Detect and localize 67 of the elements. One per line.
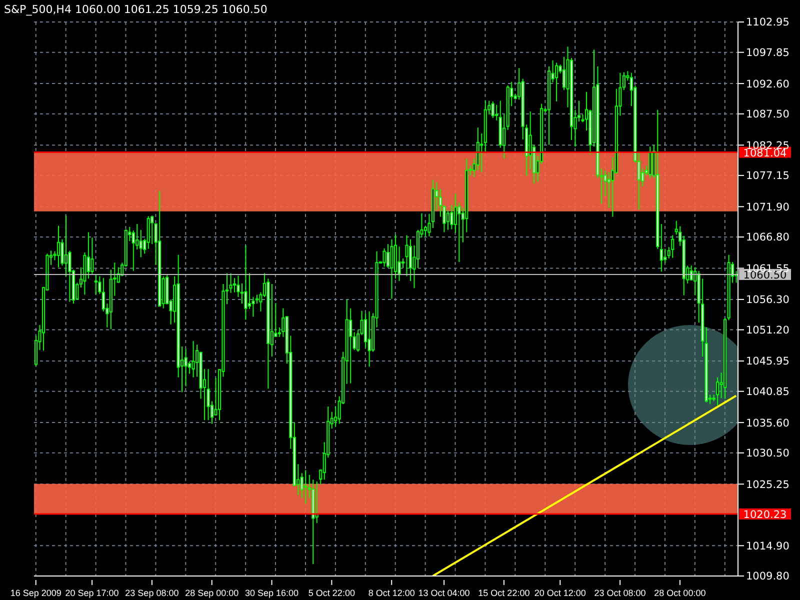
candlestick bbox=[480, 133, 484, 173]
y-tick-label: 1025.25 bbox=[746, 478, 790, 491]
y-tick-label: 1051.20 bbox=[746, 324, 790, 337]
y-tick-label: 1040.85 bbox=[746, 386, 790, 398]
candlestick bbox=[390, 238, 394, 300]
candlestick bbox=[368, 310, 371, 368]
candlestick bbox=[64, 215, 68, 277]
x-tick-label: 20 Sep 17:00 bbox=[65, 588, 119, 598]
candlestick bbox=[648, 146, 652, 179]
y-tick-label: 1071.90 bbox=[746, 201, 790, 214]
candlestick bbox=[98, 276, 102, 295]
y-tick-label: 1014.90 bbox=[746, 540, 790, 552]
y-tick-label: 1045.95 bbox=[746, 356, 790, 368]
candlestick bbox=[671, 234, 674, 258]
candlestick bbox=[446, 210, 450, 230]
candlestick bbox=[664, 248, 667, 264]
candlestick bbox=[206, 368, 210, 421]
candlestick bbox=[244, 244, 248, 320]
x-tick-label: 8 Oct 12:00 bbox=[368, 588, 415, 598]
x-tick-label: 20 Oct 12:00 bbox=[534, 588, 586, 598]
x-tick-label: 28 Sep 00:00 bbox=[185, 588, 239, 598]
y-tick-label: 1035.60 bbox=[746, 417, 790, 430]
ref-line-label: 1020.23 bbox=[743, 508, 787, 521]
candlestick bbox=[424, 225, 428, 237]
y-tick-label: 1087.50 bbox=[746, 108, 790, 121]
candlestick bbox=[562, 56, 566, 91]
candlestick bbox=[94, 274, 98, 296]
candlestick bbox=[86, 232, 90, 280]
candlestick bbox=[491, 100, 494, 119]
candlestick bbox=[192, 340, 195, 378]
candlestick bbox=[450, 204, 454, 230]
x-tick-label: 15 Oct 22:00 bbox=[478, 588, 530, 598]
y-tick-label: 1030.50 bbox=[746, 448, 790, 460]
candlestick bbox=[405, 234, 408, 277]
candlestick bbox=[184, 348, 188, 387]
x-tick-label: 16 Sep 2009 bbox=[10, 588, 62, 598]
candlestick bbox=[476, 127, 480, 171]
y-tick-label: 1097.85 bbox=[746, 47, 790, 60]
candlestick bbox=[232, 278, 236, 293]
candlestick bbox=[150, 215, 154, 245]
y-tick-label: 1009.80 bbox=[746, 570, 790, 583]
y-tick-label: 1066.80 bbox=[746, 232, 790, 244]
candlestick bbox=[304, 470, 308, 504]
y-tick-label: 1102.95 bbox=[746, 16, 790, 29]
y-tick-label: 1092.60 bbox=[746, 78, 790, 90]
candlestick bbox=[555, 62, 558, 102]
x-tick-label: 30 Sep 16:00 bbox=[245, 588, 299, 598]
y-tick-label: 1056.30 bbox=[746, 294, 790, 306]
x-tick-label: 23 Sep 08:00 bbox=[125, 588, 179, 598]
candlestick bbox=[495, 104, 498, 121]
x-tick-label: 5 Oct 22:00 bbox=[308, 588, 355, 598]
candlestick bbox=[660, 223, 663, 272]
x-tick-label: 13 Oct 04:00 bbox=[418, 588, 470, 598]
chart-title: S&P_500,H4 1060.00 1061.25 1059.25 1060.50 bbox=[4, 3, 268, 16]
candlestick bbox=[349, 308, 352, 384]
candlestick bbox=[90, 237, 94, 274]
y-tick-label: 1077.15 bbox=[746, 170, 790, 182]
x-tick-label: 23 Oct 08:00 bbox=[594, 588, 646, 598]
candlestick bbox=[56, 225, 60, 268]
candlestick bbox=[382, 248, 386, 268]
candlestick bbox=[716, 376, 720, 406]
candlestick bbox=[146, 216, 150, 250]
x-tick-label: 28 Oct 00:00 bbox=[654, 588, 706, 598]
candlestick bbox=[270, 283, 274, 358]
candlestick bbox=[364, 312, 368, 348]
candlestick bbox=[139, 229, 142, 258]
candlestick bbox=[386, 244, 390, 268]
